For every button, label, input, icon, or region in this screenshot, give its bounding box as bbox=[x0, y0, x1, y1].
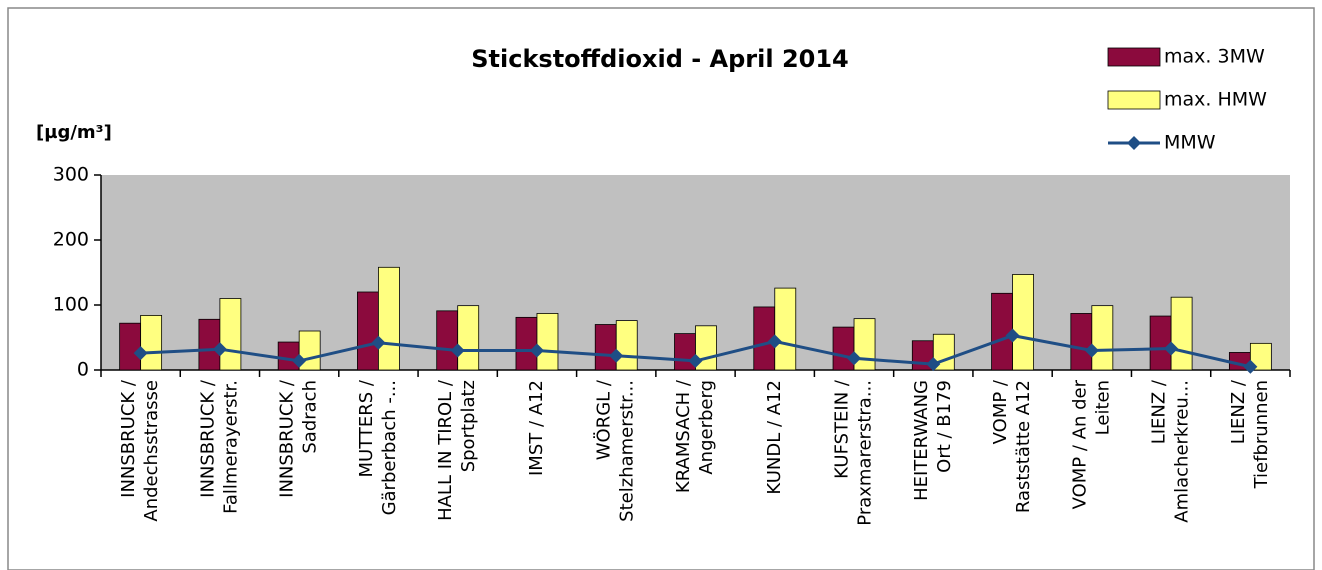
bar bbox=[615, 320, 638, 371]
x-tick-label-group: KUFSTEIN / Praxmarerstra... bbox=[832, 379, 876, 526]
legend-swatch bbox=[1107, 90, 1161, 110]
bar bbox=[219, 298, 242, 371]
marker bbox=[609, 348, 624, 363]
bar bbox=[457, 305, 480, 371]
legend-marker bbox=[1127, 136, 1141, 150]
x-tick-label: KRAMSACH / bbox=[673, 379, 694, 493]
marker bbox=[767, 334, 782, 349]
x-tick-label: KUFSTEIN / bbox=[832, 379, 853, 479]
legend-swatch bbox=[1107, 47, 1161, 67]
marker bbox=[133, 346, 148, 361]
x-tick-label: Sportplatz bbox=[458, 380, 479, 472]
x-tick-label-group: MUTTERS / Gärberbach -... bbox=[356, 379, 400, 515]
bar bbox=[594, 324, 617, 371]
x-tick-label: Ort / B179 bbox=[934, 380, 955, 473]
y-tick-label: 200 bbox=[53, 229, 89, 251]
x-tick-label-group: VOMP / Raststätte A12 bbox=[990, 379, 1034, 513]
x-tick-label: Leiten bbox=[1092, 380, 1113, 435]
bar bbox=[198, 318, 221, 371]
x-tick-label: VOMP / bbox=[990, 379, 1011, 444]
y-tick-label: 0 bbox=[77, 359, 89, 381]
x-tick-label: Praxmarerstra... bbox=[855, 380, 876, 526]
marker bbox=[1164, 341, 1179, 356]
x-tick-label: VOMP / An der bbox=[1069, 379, 1090, 509]
x-tick-label: Angerberg bbox=[696, 380, 717, 475]
marker bbox=[292, 353, 307, 368]
y-axis-label: [µg/m³] bbox=[36, 122, 112, 143]
y-tick-label: 300 bbox=[53, 164, 89, 186]
x-tick-label: INNSBRUCK / bbox=[277, 379, 298, 498]
bar bbox=[1012, 274, 1034, 371]
x-tick-label: LIENZ / bbox=[1228, 379, 1249, 444]
x-tick-label: Raststätte A12 bbox=[1013, 380, 1034, 513]
x-tick-label: Amlacherkreu... bbox=[1172, 380, 1193, 523]
x-tick-label: Gärberbach -... bbox=[379, 380, 400, 515]
x-tick-label: Stelzhamerstr... bbox=[617, 380, 638, 522]
x-tick-label-group: KRAMSACH / Angerberg bbox=[673, 379, 717, 493]
bar bbox=[1070, 313, 1093, 371]
bar bbox=[436, 310, 459, 371]
bar bbox=[119, 322, 142, 371]
x-tick-label: LIENZ / bbox=[1149, 379, 1170, 444]
marker bbox=[1084, 343, 1099, 358]
x-tick-label: HALL IN TIROL / bbox=[435, 379, 456, 521]
marker bbox=[529, 343, 544, 358]
x-tick-label-group: INNSBRUCK / Andechsstrasse bbox=[118, 379, 162, 522]
bar bbox=[1091, 305, 1114, 371]
x-tick-label-group: VOMP / An der Leiten bbox=[1069, 379, 1113, 509]
bar bbox=[1149, 315, 1172, 371]
legend-label: max. HMW bbox=[1164, 89, 1267, 111]
y-tick-label: 100 bbox=[53, 294, 89, 316]
marker bbox=[1005, 328, 1020, 343]
x-tick-label: INNSBRUCK / bbox=[197, 379, 218, 498]
bar bbox=[1249, 342, 1272, 371]
x-tick-label-group: HEITERWANG Ort / B179 bbox=[911, 380, 955, 501]
marker bbox=[847, 351, 862, 366]
marker bbox=[1243, 359, 1258, 374]
bar bbox=[277, 341, 300, 371]
x-tick-label-group: LIENZ / Tiefbrunnen bbox=[1228, 379, 1272, 489]
x-tick-label: HEITERWANG bbox=[911, 380, 932, 501]
x-tick-label: Tiefbrunnen bbox=[1251, 380, 1272, 489]
x-tick-label-group: INNSBRUCK / Fallmerayerstr. bbox=[197, 379, 241, 514]
bar bbox=[536, 313, 559, 371]
bar bbox=[140, 314, 163, 371]
bar bbox=[774, 287, 797, 371]
marker bbox=[371, 335, 386, 350]
x-tick-label: MUTTERS / bbox=[356, 379, 377, 477]
bar bbox=[832, 326, 855, 371]
bar bbox=[515, 316, 538, 371]
x-tick-label-group: HALL IN TIROL / Sportplatz bbox=[435, 379, 479, 521]
legend-label: MMW bbox=[1164, 132, 1216, 154]
marker bbox=[450, 343, 465, 358]
x-tick-label-group: INNSBRUCK / Sadrach bbox=[277, 379, 321, 498]
bar bbox=[357, 291, 379, 371]
x-tick-label: INNSBRUCK / bbox=[118, 379, 139, 498]
bar bbox=[853, 318, 876, 371]
marker bbox=[212, 342, 227, 357]
x-tick-label: Sadrach bbox=[300, 380, 321, 454]
x-tick-label: WÖRGL / bbox=[593, 379, 615, 460]
x-tick-label-group: IMST / A12 bbox=[526, 380, 547, 476]
legend-label: max. 3MW bbox=[1164, 46, 1265, 68]
x-tick-label-group: KUNDL / A12 bbox=[764, 380, 785, 495]
x-tick-label: KUNDL / A12 bbox=[764, 380, 785, 495]
x-tick-label: Fallmerayerstr. bbox=[220, 380, 241, 514]
marker bbox=[926, 357, 941, 372]
bar bbox=[991, 292, 1013, 371]
x-tick-label-group: LIENZ / Amlacherkreu... bbox=[1149, 379, 1193, 523]
bar bbox=[1170, 296, 1193, 371]
chart-title: Stickstoffdioxid - April 2014 bbox=[471, 45, 849, 73]
marker bbox=[688, 353, 703, 368]
x-tick-label: Andechsstrasse bbox=[141, 380, 162, 522]
x-tick-label: IMST / A12 bbox=[526, 380, 547, 476]
x-tick-label-group: WÖRGL / Stelzhamerstr... bbox=[593, 379, 638, 522]
bar bbox=[378, 266, 400, 371]
